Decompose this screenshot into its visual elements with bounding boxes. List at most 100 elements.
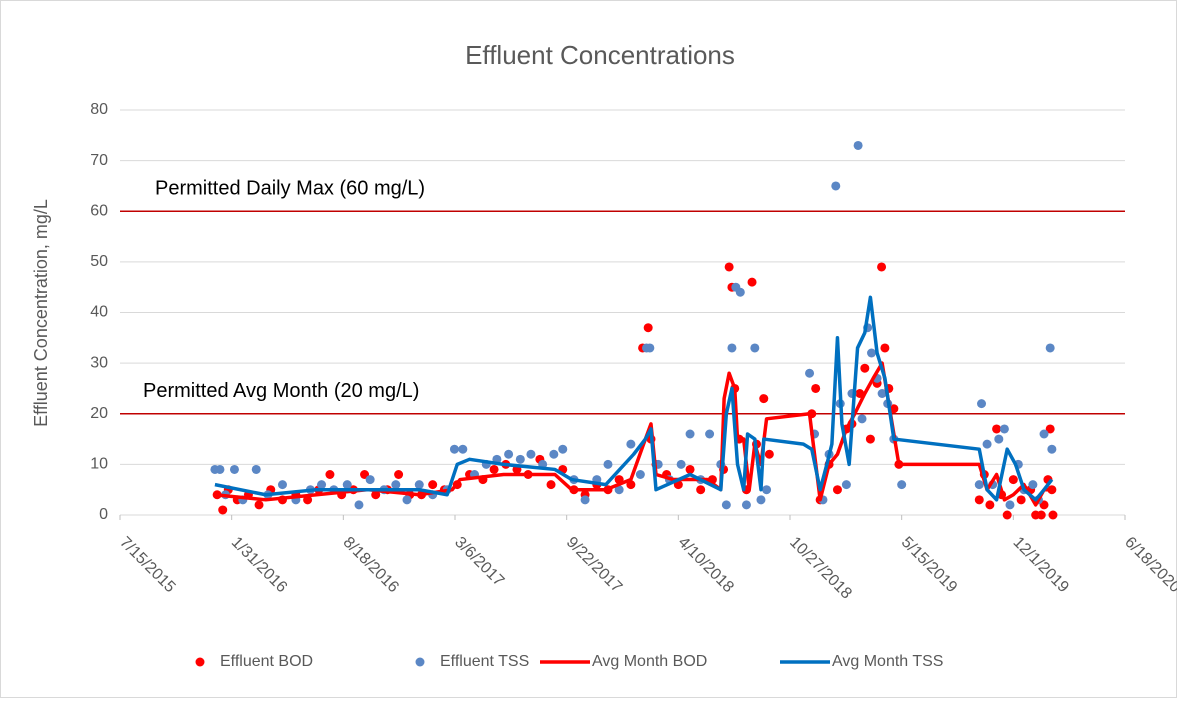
data-point	[354, 500, 364, 510]
data-point	[254, 500, 264, 510]
data-point	[994, 434, 1004, 444]
data-point	[1036, 510, 1046, 520]
data-point	[391, 480, 401, 490]
legend-label: Avg Month TSS	[832, 653, 943, 670]
data-point	[394, 470, 404, 479]
data-point	[371, 490, 381, 500]
data-point	[1002, 510, 1012, 520]
data-point	[897, 480, 907, 490]
data-point	[831, 181, 841, 191]
data-point	[747, 277, 757, 287]
data-point	[762, 485, 772, 495]
data-point	[853, 140, 863, 150]
legend-label: Effluent TSS	[440, 653, 529, 670]
data-point	[603, 459, 613, 469]
data-point	[724, 262, 734, 272]
y-tick-label: 30	[90, 354, 108, 371]
data-point	[342, 480, 352, 490]
legend-marker	[195, 657, 205, 667]
data-point	[449, 444, 459, 454]
data-point	[880, 343, 890, 353]
data-point	[992, 424, 1002, 434]
data-point	[614, 485, 624, 495]
data-point	[756, 495, 766, 505]
data-point	[860, 363, 870, 373]
data-point	[857, 414, 867, 424]
limit-label: Permitted Daily Max (60 mg/L)	[155, 178, 425, 200]
data-point	[365, 475, 375, 485]
y-tick-label: 40	[90, 304, 108, 321]
data-point	[1016, 495, 1026, 505]
data-point	[974, 480, 984, 490]
data-point	[1045, 424, 1055, 434]
data-point	[832, 485, 842, 495]
data-point	[705, 429, 715, 439]
data-point	[402, 495, 412, 505]
y-tick-label: 50	[90, 253, 108, 270]
limit-label: Permitted Avg Month (20 mg/L)	[143, 380, 419, 402]
data-point	[580, 495, 590, 505]
data-point	[218, 505, 228, 515]
avg-line	[214, 295, 1054, 502]
data-point	[721, 500, 731, 510]
data-point	[841, 480, 851, 490]
data-point	[428, 480, 438, 490]
data-point	[277, 480, 287, 490]
data-point	[504, 449, 514, 459]
legend-label: Effluent BOD	[220, 653, 313, 670]
data-point	[877, 262, 887, 272]
data-point	[877, 389, 887, 398]
data-point	[735, 287, 745, 297]
y-tick-label: 80	[90, 101, 108, 118]
data-point	[811, 383, 821, 393]
data-point	[867, 348, 877, 358]
data-point	[546, 480, 556, 490]
data-point	[515, 454, 525, 464]
data-point	[999, 424, 1009, 434]
y-tick-label: 10	[90, 456, 108, 473]
data-point	[741, 500, 751, 510]
data-point	[759, 394, 769, 404]
data-point	[685, 464, 695, 474]
data-point	[558, 444, 568, 454]
data-point	[414, 480, 424, 490]
data-point	[982, 439, 992, 449]
data-point	[764, 449, 774, 459]
data-point	[1045, 343, 1055, 353]
y-tick-label: 60	[90, 202, 108, 219]
y-axis-label: Effluent Concentration, mg/L	[31, 199, 51, 427]
data-point	[750, 343, 760, 353]
data-point	[526, 449, 536, 459]
data-point	[325, 470, 335, 479]
data-point	[1048, 510, 1058, 520]
data-point	[985, 500, 995, 510]
data-point	[1039, 429, 1049, 439]
data-point	[727, 343, 737, 353]
data-point	[549, 449, 559, 459]
y-tick-label: 70	[90, 152, 108, 169]
data-point	[1005, 500, 1015, 510]
data-point	[696, 485, 706, 495]
data-point	[635, 470, 645, 479]
legend-marker	[415, 657, 425, 667]
data-point	[805, 368, 815, 378]
data-point	[643, 323, 653, 333]
y-tick-label: 0	[99, 506, 108, 523]
data-point	[974, 495, 984, 505]
data-point	[317, 480, 327, 490]
legend-label: Avg Month BOD	[592, 653, 707, 670]
data-point	[251, 464, 261, 474]
data-point	[676, 459, 686, 469]
data-point	[215, 464, 225, 474]
data-point	[977, 399, 987, 409]
data-point	[626, 439, 636, 449]
data-point	[458, 444, 468, 454]
data-point	[685, 429, 695, 439]
chart-title: Effluent Concentrations	[465, 40, 735, 70]
data-point	[645, 343, 655, 353]
avg-line	[214, 361, 1052, 507]
data-point	[1008, 475, 1018, 485]
data-point	[229, 464, 239, 474]
